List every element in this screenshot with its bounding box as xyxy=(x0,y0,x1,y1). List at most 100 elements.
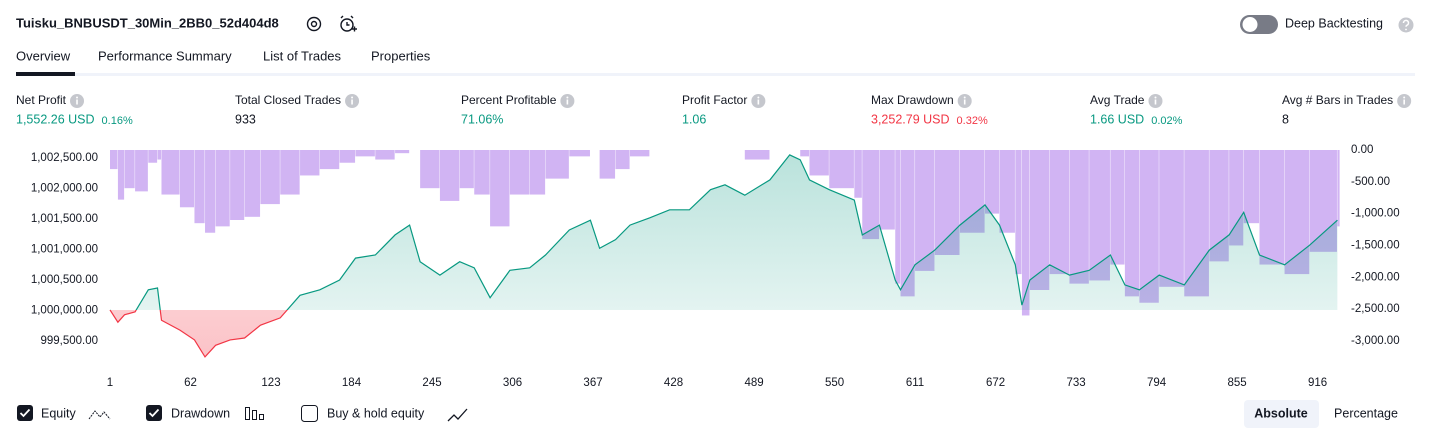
drawdown-bar xyxy=(194,150,205,224)
metric-label: Profit Factor xyxy=(682,93,747,107)
metric-label: Avg # Bars in Trades xyxy=(1282,93,1393,107)
y-tick-label: 1,001,000.00 xyxy=(31,244,98,256)
info-glyph xyxy=(1154,99,1157,105)
drawdown-bar xyxy=(260,150,280,205)
metric-value: 71.06% xyxy=(461,112,503,126)
info-glyph xyxy=(963,96,966,99)
info-glyph xyxy=(566,96,569,99)
tab-bar xyxy=(16,73,1415,76)
y2-tick-label: -1,000.00 xyxy=(1351,208,1400,220)
info-icon[interactable] xyxy=(70,94,85,108)
drawdown-bar xyxy=(984,150,1000,214)
percentage-button[interactable]: Percentage xyxy=(1334,406,1398,420)
drawdown-bar xyxy=(280,150,300,195)
drawdown-icon xyxy=(245,407,264,420)
add-alert-icon[interactable] xyxy=(340,15,357,32)
legend-label[interactable]: Drawdown xyxy=(171,406,230,420)
y-tick-label: 1,002,000.00 xyxy=(31,182,98,194)
drawdown-bar xyxy=(1124,150,1139,297)
drawdown-bar xyxy=(509,150,530,195)
y2-tick-label: -2,500.00 xyxy=(1351,303,1400,315)
drawdown-bar xyxy=(545,150,569,179)
equity-line xyxy=(109,154,1338,310)
toggle-label[interactable]: Deep Backtesting xyxy=(1285,16,1383,30)
absolute-button-bg[interactable] xyxy=(1244,400,1319,428)
y-tick-label: 999,500.00 xyxy=(40,335,98,347)
metric-percent: 0.32% xyxy=(957,115,988,127)
drawdown-bar xyxy=(879,150,895,230)
drawdown-checkbox[interactable] xyxy=(146,405,162,421)
metric-label: Avg Trade xyxy=(1090,93,1145,107)
drawdown-bar xyxy=(854,150,862,198)
drawdown-bar xyxy=(117,150,125,200)
y-tick-label: 1,000,000.00 xyxy=(31,305,98,317)
drawdown-bar xyxy=(439,150,460,201)
metric-percent: 0.02% xyxy=(1151,115,1182,127)
metric-value: 1.66 USD xyxy=(1090,112,1144,126)
drawdown-bar xyxy=(1243,150,1260,224)
drawdown-bar xyxy=(1110,150,1125,265)
metric-label: Total Closed Trades xyxy=(235,93,341,107)
info-icon[interactable] xyxy=(957,94,972,108)
drawdown-bar xyxy=(230,150,245,220)
deep-backtesting-toggle[interactable] xyxy=(1240,15,1278,34)
drawdown-bar xyxy=(829,150,854,189)
x-tick-label: 123 xyxy=(261,377,280,389)
help-icon[interactable] xyxy=(1398,17,1414,33)
y2-tick-label: -1,500.00 xyxy=(1351,239,1400,251)
tab[interactable]: Performance Summary xyxy=(98,48,232,63)
drawdown-bar xyxy=(148,150,158,163)
tab[interactable]: Properties xyxy=(371,48,431,63)
info-icon[interactable] xyxy=(560,94,575,108)
drawdown-bar xyxy=(629,150,650,157)
info-icon[interactable] xyxy=(1148,94,1163,108)
drawdown-bar xyxy=(319,150,340,170)
metric-label: Net Profit xyxy=(16,93,67,107)
metric-value: 3,252.79 USD xyxy=(871,112,950,126)
info-glyph xyxy=(757,96,760,99)
drawdown-bar xyxy=(1209,150,1229,262)
drawdown-bar xyxy=(161,150,180,195)
drawdown-bar xyxy=(215,150,230,227)
info-glyph xyxy=(757,99,760,105)
settings-icon[interactable] xyxy=(306,16,322,32)
x-tick-label: 62 xyxy=(184,377,197,389)
y2-tick-label: -500.00 xyxy=(1351,176,1390,188)
equity-checkbox[interactable] xyxy=(17,405,33,421)
metric-label: Percent Profitable xyxy=(461,93,557,107)
info-glyph xyxy=(76,96,79,99)
drawdown-bar xyxy=(1069,150,1089,284)
x-tick-label: 1 xyxy=(107,377,113,389)
legend-label[interactable]: Buy & hold equity xyxy=(327,406,425,420)
drawdown-bar xyxy=(110,150,118,170)
drawdown-bar xyxy=(1015,150,1022,275)
y-tick-label: 1,002,500.00 xyxy=(31,152,98,164)
info-icon[interactable] xyxy=(345,94,360,108)
equity-line-negative xyxy=(109,309,288,358)
tab[interactable]: Overview xyxy=(16,48,71,63)
buy-hold-checkbox[interactable] xyxy=(301,405,318,422)
metric-value: 933 xyxy=(235,112,256,126)
tab[interactable]: List of Trades xyxy=(263,48,342,63)
metric-value: 1.06 xyxy=(682,112,706,126)
drawdown-bar xyxy=(1021,150,1030,316)
info-glyph xyxy=(76,99,78,105)
metric-value: 8 xyxy=(1282,112,1289,126)
drawdown-bar xyxy=(300,150,320,176)
legend-label[interactable]: Equity xyxy=(41,406,76,420)
drawdown-bar xyxy=(355,150,375,157)
drawdown-bar xyxy=(1259,150,1285,265)
drawdown-bar xyxy=(915,150,935,271)
drawdown-bar xyxy=(1139,150,1159,303)
info-glyph xyxy=(1154,96,1157,99)
x-tick-label: 428 xyxy=(664,377,683,389)
info-icon[interactable] xyxy=(751,94,766,108)
x-tick-label: 306 xyxy=(503,377,522,389)
absolute-button[interactable]: Absolute xyxy=(1254,406,1308,420)
info-icon[interactable] xyxy=(1397,94,1412,108)
info-glyph xyxy=(963,99,966,105)
metric-value: 1,552.26 USD xyxy=(16,112,95,126)
drawdown-bar xyxy=(339,150,356,163)
drawdown-bar xyxy=(999,150,1015,233)
